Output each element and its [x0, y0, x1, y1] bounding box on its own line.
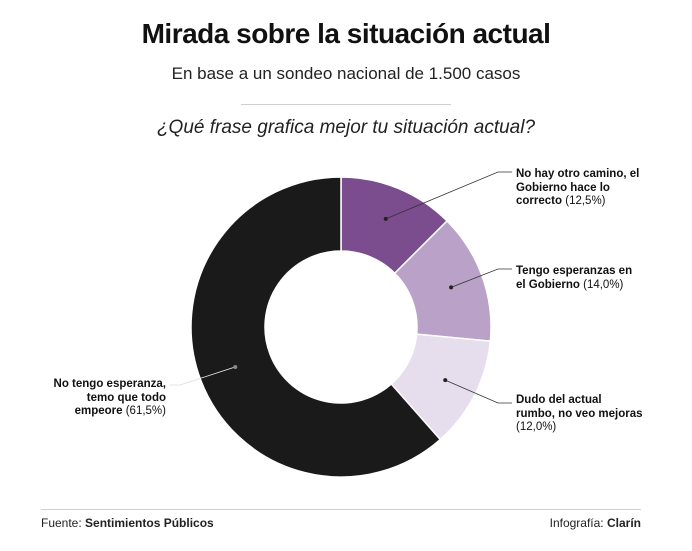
- title-divider: [241, 104, 451, 105]
- footer-source: Fuente: Sentimientos Públicos: [41, 516, 214, 530]
- footer-divider: [41, 509, 641, 510]
- slice-dudo-del-rumbo-leader-line: [445, 379, 512, 404]
- slice-label-no-hay-otro-camino: No hay otro camino, el Gobierno hace lo …: [516, 168, 640, 207]
- slice-tengo-esperanzas-leader-dot: [449, 285, 454, 290]
- slice-tengo-esperanzas-leader-line: [450, 268, 512, 288]
- slice-no-tengo-esperanza: [190, 176, 442, 478]
- chart-title: Mirada sobre la situación actual: [141, 18, 551, 49]
- slice-no-tengo-esperanza-leader-line: [170, 366, 236, 386]
- survey-question: ¿Qué frase grafica mejor tu situación ac…: [156, 117, 536, 138]
- slice-no-tengo-esperanza-leader-dot: [233, 364, 238, 369]
- chart-subtitle: En base a un sondeo nacional de 1.500 ca…: [171, 64, 521, 83]
- slice-dudo-del-rumbo-leader-dot: [443, 378, 448, 383]
- slice-label-dudo-del-rumbo: Dudo del actual rumbo, no veo mejoras (1…: [516, 394, 643, 433]
- slice-label-tengo-esperanzas: Tengo esperanzas en el Gobierno (14,0%): [516, 265, 633, 291]
- slice-no-hay-otro-camino-leader-dot: [383, 216, 388, 221]
- slice-label-no-tengo-esperanza: No tengo esperanza, temo que todo empeor…: [53, 378, 166, 417]
- footer-credit: Infografía: Clarín: [549, 516, 641, 530]
- slice-no-hay-otro-camino-leader-line: [385, 171, 512, 220]
